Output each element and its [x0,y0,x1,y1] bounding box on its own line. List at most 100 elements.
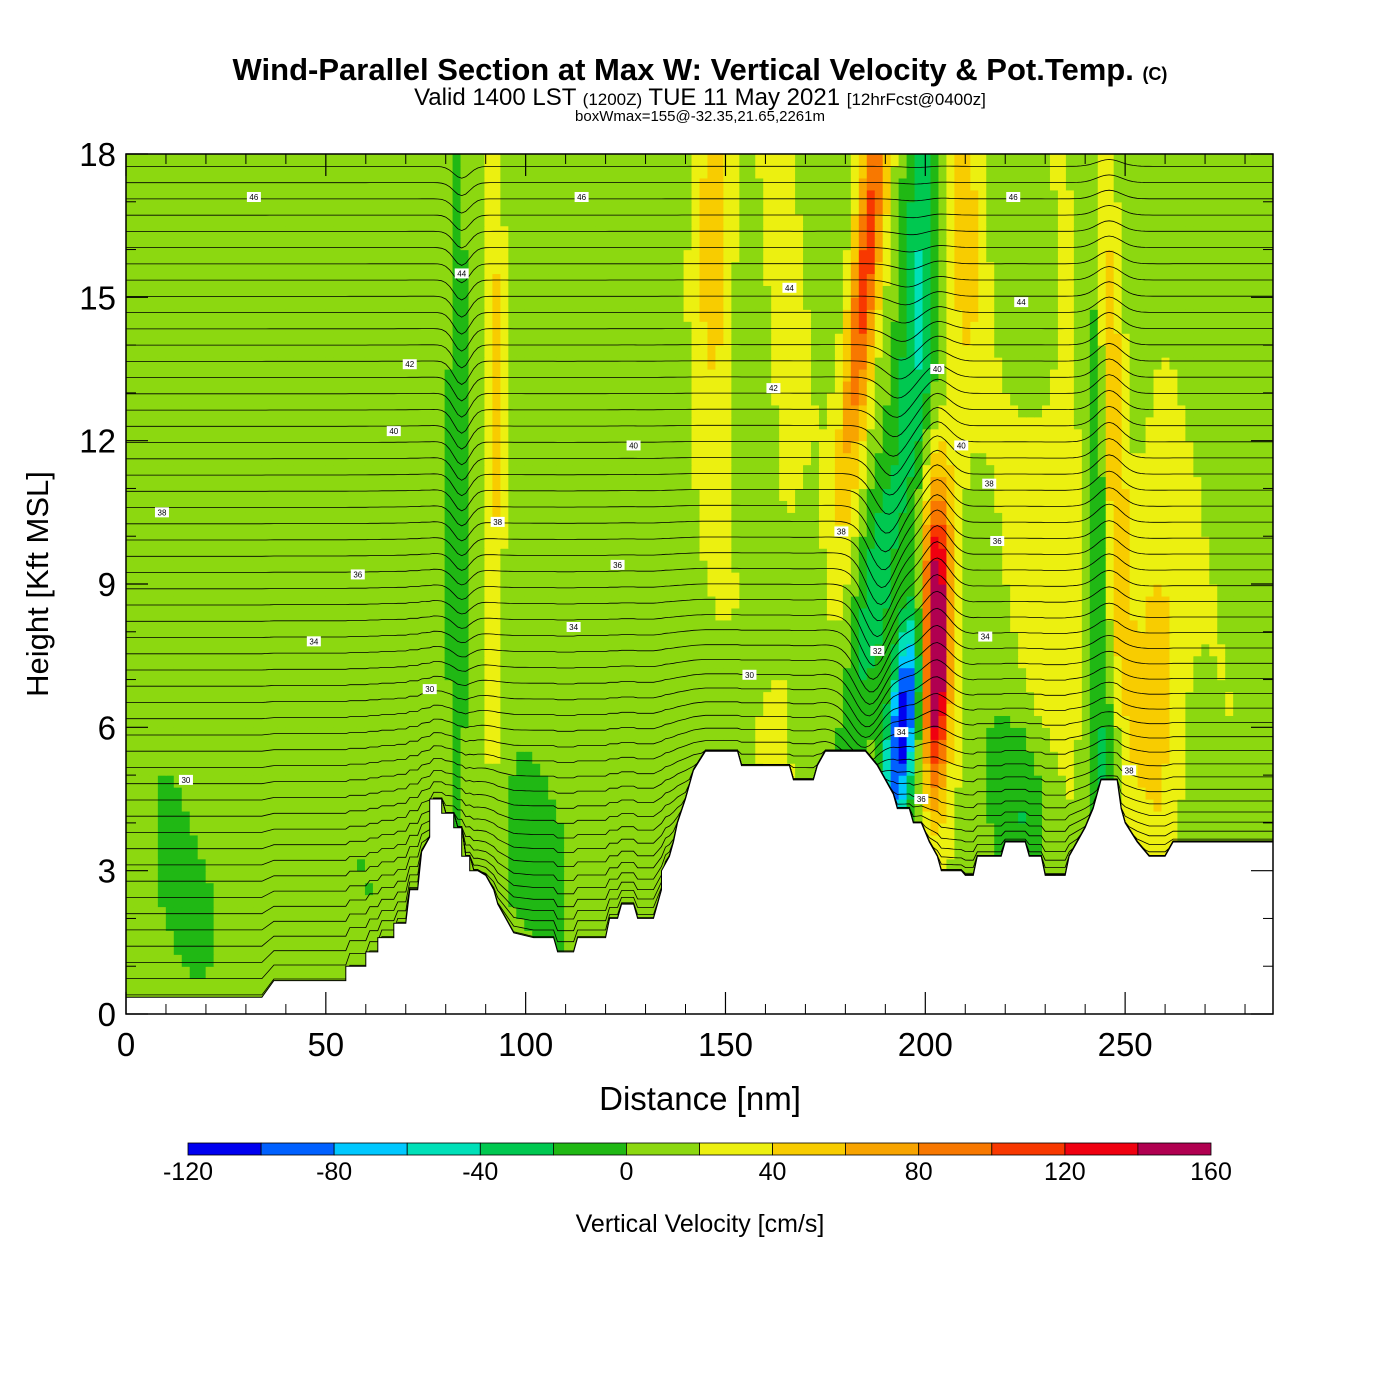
velocity-cell-2457 [197,799,207,812]
velocity-cell-4038 [173,667,183,681]
velocity-cell-4851 [914,607,924,621]
velocity-cell-3312 [126,727,135,740]
velocity-cell-2552 [954,799,963,812]
velocity-cell-2903 [309,763,318,776]
velocity-cell-4713 [962,619,971,633]
velocity-cell-583 [181,954,191,967]
velocity-cell-2414 [1002,810,1011,824]
velocity-cell-2722 [1161,787,1171,800]
velocity-cell-4168 [1209,667,1218,681]
velocity-cell-4271 [882,655,892,669]
velocity-cell-3084 [603,751,613,764]
velocity-cell-2030 [237,834,247,848]
velocity-cell-4841 [834,607,844,621]
velocity-cell-4294 [1065,655,1075,669]
velocity-cell-1171 [277,906,286,920]
velocity-cell-160 [253,990,263,1003]
velocity-cell-4265 [834,655,844,669]
velocity-cell-4174 [1257,667,1266,681]
velocity-cell-2123 [978,834,987,848]
velocity-cell-4731 [1105,619,1115,633]
velocity-cell-3402 [842,727,852,740]
velocity-cell-590 [237,954,247,967]
velocity-cell-4261 [803,655,812,669]
velocity-cell-3359 [500,727,509,740]
velocity-cell-3561 [962,715,971,728]
velocity-cell-1299 [149,894,159,908]
velocity-cell-4852 [922,607,932,621]
velocity-cell-442 [205,966,215,979]
velocity-cell-881 [261,930,270,943]
velocity-cell-4669 [611,619,621,633]
velocity-cell-3767 [309,691,318,705]
velocity-cell-4567 [946,631,955,645]
velocity-cell-4609 [133,619,143,633]
velocity-cell-2169 [197,822,207,836]
velocity-cell-3384 [699,727,709,740]
velocity-cell-1985 [1026,846,1035,860]
velocity-cell-1166 [237,906,247,920]
velocity-cell-2415 [1010,810,1019,824]
velocity-cell-4894 [1257,607,1266,621]
velocity-cell-4259 [787,655,796,669]
velocity-cell-4246 [683,655,693,669]
velocity-cell-3298 [1161,739,1171,752]
velocity-cell-2471 [309,799,318,812]
velocity-cell-1919 [500,846,509,860]
velocity-cell-3720 [1081,703,1091,716]
velocity-cell-4133 [930,667,940,681]
velocity-cell-3784 [444,691,454,705]
velocity-cell-3454 [1257,727,1266,740]
velocity-cell-4181 [165,655,175,669]
velocity-cell-4420 [922,643,932,657]
velocity-cell-1156 [157,906,167,920]
velocity-cell-2929 [516,763,525,776]
velocity-cell-3186 [269,739,278,752]
velocity-cell-3770 [333,691,342,705]
velocity-cell-4447 [1137,643,1147,657]
velocity-cell-4151 [1073,667,1083,681]
velocity-cell-3760 [253,691,263,705]
velocity-cell-3375 [627,727,637,740]
velocity-cell-3717 [1057,703,1067,716]
velocity-cell-731 [213,942,223,955]
velocity-cell-1600 [253,870,263,884]
velocity-cell-4381 [611,643,621,657]
velocity-cell-2512 [635,799,645,812]
velocity-cell-1330 [396,894,406,908]
velocity-cell-4793 [452,607,462,621]
velocity-cell-4243 [659,655,669,669]
velocity-cell-3594 [1225,715,1234,728]
velocity-cell-4495 [372,631,382,645]
velocity-cell-2774 [428,775,438,788]
velocity-cell-3756 [221,691,231,705]
velocity-cell-4306 [1161,655,1171,669]
velocity-cell-4299 [1105,655,1115,669]
velocity-cell-4957 [611,595,621,609]
velocity-cell-1896 [317,846,326,860]
velocity-cell-4677 [675,619,685,633]
velocity-cell-3584 [1145,715,1155,728]
velocity-cell-3843 [914,691,924,705]
velocity-cell-2262 [938,822,948,836]
velocity-cell-1209 [580,906,589,920]
velocity-cell-4782 [364,607,374,621]
velocity-cell-4221 [484,655,494,669]
velocity-cell-4694 [811,619,820,633]
velocity-cell-4379 [595,643,605,657]
velocity-cell-2362 [587,810,597,824]
velocity-cell-3118 [874,751,884,764]
velocity-cell-2550 [938,799,948,812]
velocity-cell-3291 [1105,739,1115,752]
velocity-cell-3551 [882,715,892,728]
velocity-cell-3229 [611,739,621,752]
velocity-cell-2036 [285,834,294,848]
velocity-cell-3860 [1049,691,1059,705]
velocity-cell-4358 [428,643,438,657]
velocity-cell-3442 [1161,727,1171,740]
velocity-cell-2052 [412,834,422,848]
velocity-cell-3311 [1265,739,1273,752]
velocity-cell-4610 [141,619,151,633]
velocity-cell-4184 [189,655,199,669]
velocity-cell-2482 [396,799,406,812]
